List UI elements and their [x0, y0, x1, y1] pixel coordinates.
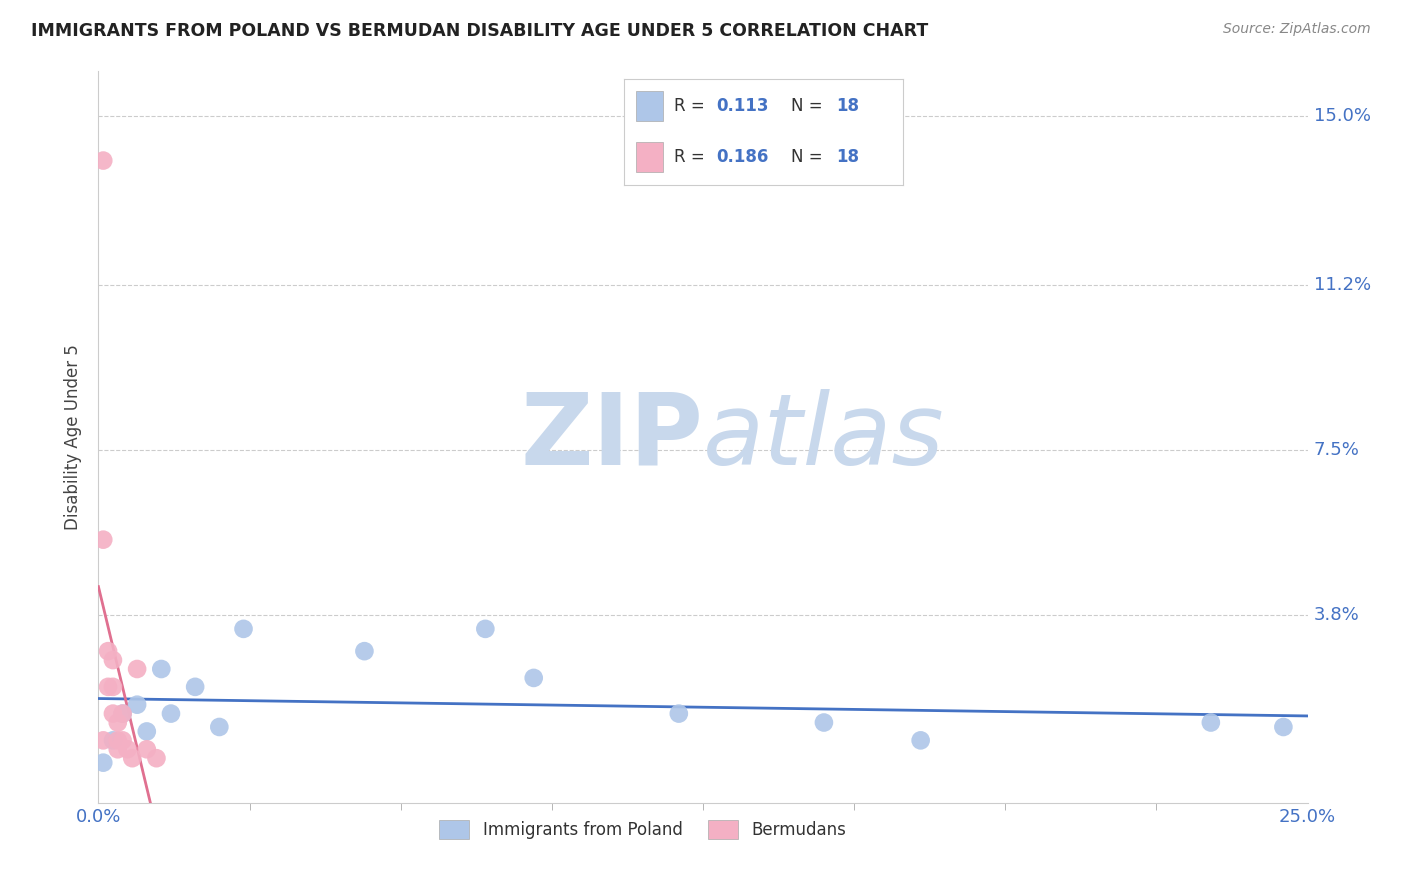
Point	[91, 533, 114, 547]
Point	[91, 733, 114, 747]
Point	[111, 733, 134, 747]
Point	[101, 733, 124, 747]
Point	[668, 706, 690, 721]
Point	[91, 756, 114, 770]
Point	[97, 644, 120, 658]
Point	[111, 706, 134, 721]
Point	[150, 662, 173, 676]
Point	[101, 653, 124, 667]
Point	[1199, 715, 1222, 730]
Point	[353, 644, 375, 658]
Point	[523, 671, 546, 685]
Legend: Immigrants from Poland, Bermudans: Immigrants from Poland, Bermudans	[433, 814, 852, 846]
Point	[127, 698, 149, 712]
Point	[813, 715, 835, 730]
Point	[232, 622, 254, 636]
Text: 3.8%: 3.8%	[1313, 607, 1360, 624]
Point	[910, 733, 932, 747]
Point	[117, 742, 139, 756]
Point	[145, 751, 167, 765]
Point	[107, 733, 129, 747]
Text: ZIP: ZIP	[520, 389, 703, 485]
Point	[101, 706, 124, 721]
Text: 7.5%: 7.5%	[1313, 442, 1360, 459]
Point	[160, 706, 183, 721]
Text: Source: ZipAtlas.com: Source: ZipAtlas.com	[1223, 22, 1371, 37]
Text: 15.0%: 15.0%	[1313, 107, 1371, 125]
Point	[107, 715, 129, 730]
Text: IMMIGRANTS FROM POLAND VS BERMUDAN DISABILITY AGE UNDER 5 CORRELATION CHART: IMMIGRANTS FROM POLAND VS BERMUDAN DISAB…	[31, 22, 928, 40]
Point	[97, 680, 120, 694]
Point	[111, 706, 134, 721]
Point	[127, 662, 149, 676]
Y-axis label: Disability Age Under 5: Disability Age Under 5	[65, 344, 83, 530]
Point	[184, 680, 207, 694]
Point	[135, 724, 157, 739]
Point	[1272, 720, 1295, 734]
Point	[101, 680, 124, 694]
Point	[135, 742, 157, 756]
Point	[121, 751, 143, 765]
Point	[107, 742, 129, 756]
Text: atlas: atlas	[703, 389, 945, 485]
Point	[474, 622, 496, 636]
Text: 11.2%: 11.2%	[1313, 277, 1371, 294]
Point	[91, 153, 114, 168]
Point	[208, 720, 231, 734]
